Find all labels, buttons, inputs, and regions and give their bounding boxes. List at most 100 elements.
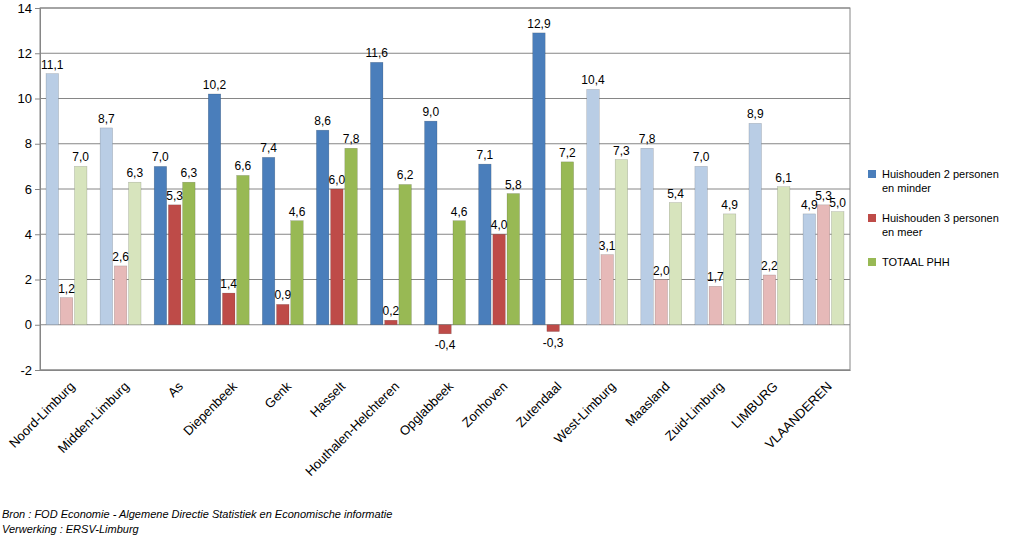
data-label: 5,3: [166, 189, 183, 203]
x-tick: Diepenbeek: [180, 378, 240, 438]
source-note: Verwerking : ERSV-Limburg: [2, 523, 140, 535]
data-label: 7,0: [72, 150, 89, 164]
bar: [493, 234, 506, 325]
data-label: -0,3: [543, 336, 564, 350]
legend-label: TOTAAL PHH: [882, 256, 950, 268]
bar: [262, 157, 275, 324]
y-tick: 14: [18, 1, 40, 16]
legend-swatch: [868, 258, 876, 266]
y-tick-label: 10: [18, 91, 32, 106]
bar: [763, 275, 776, 325]
data-label: 2,0: [653, 264, 670, 278]
bar: [74, 166, 87, 324]
data-label: 3,1: [599, 239, 616, 253]
data-label: 7,3: [613, 144, 630, 158]
bar: [777, 187, 790, 325]
data-label: 12,9: [527, 17, 551, 31]
data-label: 6,1: [775, 171, 792, 185]
bar: [46, 74, 59, 325]
x-tick: Zutendaal: [513, 379, 565, 431]
bar: [277, 304, 290, 324]
x-tick-label: Zonhoven: [459, 379, 510, 430]
y-tick-label: 0: [25, 317, 32, 332]
y-tick-mark: [35, 144, 40, 145]
data-label: 6,2: [397, 168, 414, 182]
x-tick-label: West-Limburg: [551, 379, 619, 447]
data-label: 7,2: [559, 146, 576, 160]
legend-swatch: [868, 170, 876, 178]
x-tick-label: Opglabbeek: [396, 378, 457, 439]
x-tick-label: Zutendaal: [513, 379, 565, 431]
x-tick: Genk: [262, 378, 295, 411]
bar: [615, 160, 628, 325]
bar: [723, 214, 736, 325]
y-tick-label: 6: [25, 182, 32, 197]
bar: [587, 89, 600, 324]
data-label: 10,4: [581, 73, 605, 87]
y-tick-mark: [35, 53, 40, 54]
data-label: 0,2: [383, 304, 400, 318]
bar: [695, 166, 708, 324]
grid-line: [40, 53, 850, 54]
data-label: 7,0: [693, 150, 710, 164]
data-label: 1,4: [220, 277, 237, 291]
data-label: 7,8: [639, 132, 656, 146]
y-tick-label: 4: [25, 227, 32, 242]
bar: [601, 255, 614, 325]
data-label: 8,7: [98, 112, 115, 126]
bar: [803, 214, 816, 325]
bar: [479, 164, 492, 325]
y-tick-label: 12: [18, 46, 32, 61]
bar: [439, 325, 452, 334]
y-tick-label: 14: [18, 1, 32, 16]
y-tick: 12: [18, 46, 40, 61]
bar: [183, 182, 196, 325]
data-label: -0,4: [435, 338, 456, 352]
data-label: 7,4: [260, 141, 277, 155]
bar: [222, 293, 235, 325]
source-note: Bron : FOD Economie - Algemene Directie …: [2, 508, 392, 520]
bar: [547, 325, 560, 332]
y-tick-label: -2: [20, 363, 32, 378]
x-tick: VLAANDEREN: [762, 379, 835, 452]
x-tick-label: VLAANDEREN: [762, 379, 835, 452]
y-tick-mark: [35, 234, 40, 235]
annotations: Bron : FOD Economie - Algemene Directie …: [2, 508, 392, 535]
data-label: 4,6: [289, 205, 306, 219]
data-label: 6,6: [235, 159, 252, 173]
x-tick: Houthalen-Helchteren: [302, 379, 402, 479]
legend-swatch: [868, 214, 876, 222]
y-tick-mark: [35, 8, 40, 9]
y-tick: 4: [25, 227, 40, 242]
data-label: 4,6: [451, 205, 468, 219]
data-label: 6,0: [329, 173, 346, 187]
x-tick: West-Limburg: [551, 379, 619, 447]
y-tick-mark: [35, 99, 40, 100]
y-tick: -2: [20, 363, 40, 378]
plot-frame: [40, 8, 850, 370]
x-tick-label: Houthalen-Helchteren: [302, 379, 402, 479]
bar: [345, 148, 358, 324]
data-label: 9,0: [422, 105, 439, 119]
bar: [100, 128, 113, 325]
bar: [817, 205, 830, 325]
data-label: 4,0: [491, 218, 508, 232]
y-tick: 10: [18, 91, 40, 106]
y-tick-label: 2: [25, 272, 32, 287]
y-tick: 0: [25, 317, 40, 332]
y-tick-label: 8: [25, 136, 32, 151]
x-tick-label: LIMBURG: [728, 379, 780, 431]
bar: [453, 221, 466, 325]
bar: [533, 33, 546, 325]
x-tick-label: Midden-Limburg: [55, 379, 132, 456]
data-label: 0,9: [274, 288, 291, 302]
x-tick: LIMBURG: [728, 379, 780, 431]
y-axis: -2 0 2 4 6 8 10 12 14: [18, 1, 41, 378]
y-tick: 8: [25, 136, 40, 151]
bar: [749, 123, 762, 324]
data-label: 2,2: [761, 259, 778, 273]
data-label: 5,4: [667, 187, 684, 201]
bar: [291, 221, 304, 325]
legend: Huishouden 2 personenen minderHuishouden…: [868, 168, 999, 268]
grid-line: [40, 98, 850, 99]
